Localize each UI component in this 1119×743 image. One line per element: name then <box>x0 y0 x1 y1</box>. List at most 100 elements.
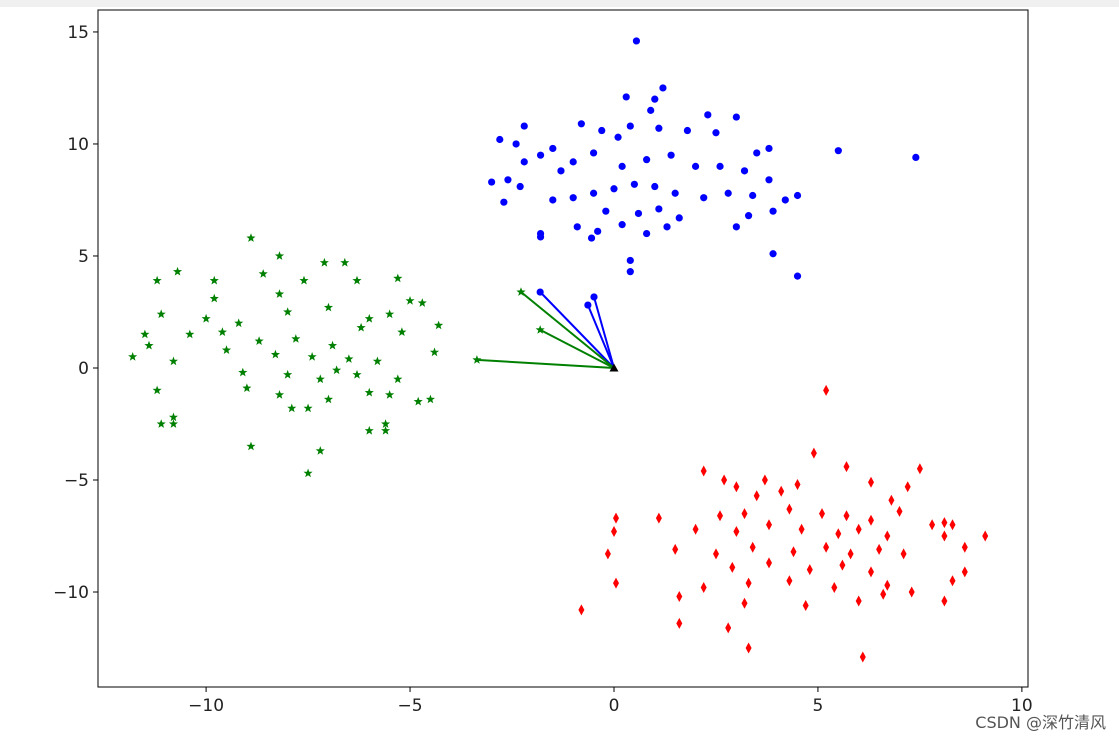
point <box>761 474 768 486</box>
point <box>766 519 772 531</box>
point <box>793 191 802 200</box>
point <box>315 374 325 384</box>
point <box>536 233 545 241</box>
point <box>733 526 740 537</box>
point <box>173 266 183 276</box>
y-tick-label: 10 <box>67 135 89 155</box>
point <box>185 329 195 339</box>
point <box>535 325 545 334</box>
point <box>589 149 598 157</box>
point <box>786 503 793 515</box>
point <box>781 196 789 204</box>
point <box>429 347 440 357</box>
point <box>733 481 740 493</box>
point <box>291 334 301 343</box>
point <box>488 178 496 186</box>
point <box>242 383 252 392</box>
point <box>520 122 528 130</box>
point <box>790 546 797 558</box>
point <box>868 514 874 526</box>
point <box>613 512 619 524</box>
point <box>634 209 643 218</box>
x-tick-label: 5 <box>813 696 824 716</box>
point <box>741 597 748 609</box>
point <box>721 474 728 486</box>
point <box>831 582 838 593</box>
point <box>238 367 248 377</box>
neighbor-line <box>539 329 615 369</box>
point <box>618 162 626 170</box>
point <box>434 320 444 330</box>
point <box>798 523 805 535</box>
point <box>613 577 619 589</box>
point <box>209 293 219 303</box>
point <box>766 557 772 569</box>
point <box>364 313 374 323</box>
point <box>672 543 679 555</box>
point <box>274 251 285 260</box>
point <box>896 505 903 517</box>
point <box>655 512 662 524</box>
point <box>622 93 630 101</box>
point <box>393 374 403 384</box>
point <box>847 548 854 560</box>
point <box>667 151 675 159</box>
point <box>569 194 577 202</box>
point <box>610 185 618 193</box>
point <box>472 355 482 364</box>
point <box>246 441 256 451</box>
point <box>859 651 866 663</box>
point <box>602 207 610 215</box>
point <box>609 363 619 372</box>
point <box>647 106 655 114</box>
point <box>643 229 651 238</box>
point <box>713 548 719 560</box>
y-tick-label: −5 <box>64 471 89 491</box>
point <box>725 622 732 634</box>
point <box>765 176 773 184</box>
point <box>569 158 577 166</box>
point <box>655 205 663 213</box>
point <box>884 579 891 591</box>
point <box>283 307 293 316</box>
point <box>614 133 622 141</box>
point <box>729 561 736 573</box>
y-tick-label: 0 <box>78 359 89 379</box>
point <box>405 296 415 305</box>
point <box>520 158 528 166</box>
point <box>651 95 659 103</box>
point <box>536 288 544 296</box>
point <box>834 147 842 155</box>
point <box>741 508 748 520</box>
point <box>839 559 846 571</box>
y-tick-label: −10 <box>53 583 89 603</box>
neighbor-line <box>593 296 615 369</box>
point <box>691 162 700 170</box>
point <box>916 463 923 475</box>
point <box>753 149 761 157</box>
point <box>786 575 793 587</box>
point <box>941 595 948 607</box>
point <box>258 269 268 278</box>
point <box>587 234 596 242</box>
point <box>323 394 333 404</box>
point <box>152 385 162 395</box>
point <box>201 313 211 323</box>
neighbor-line <box>476 358 615 369</box>
point <box>589 189 598 197</box>
point <box>246 233 256 242</box>
point <box>156 309 166 319</box>
point <box>274 390 285 399</box>
point <box>630 180 638 188</box>
point <box>908 586 915 598</box>
point <box>323 302 333 312</box>
point <box>663 223 671 231</box>
point <box>643 156 651 164</box>
point <box>929 519 936 531</box>
point <box>659 84 667 92</box>
point <box>536 151 545 159</box>
point <box>140 329 150 339</box>
point <box>843 461 850 473</box>
point <box>912 153 920 162</box>
